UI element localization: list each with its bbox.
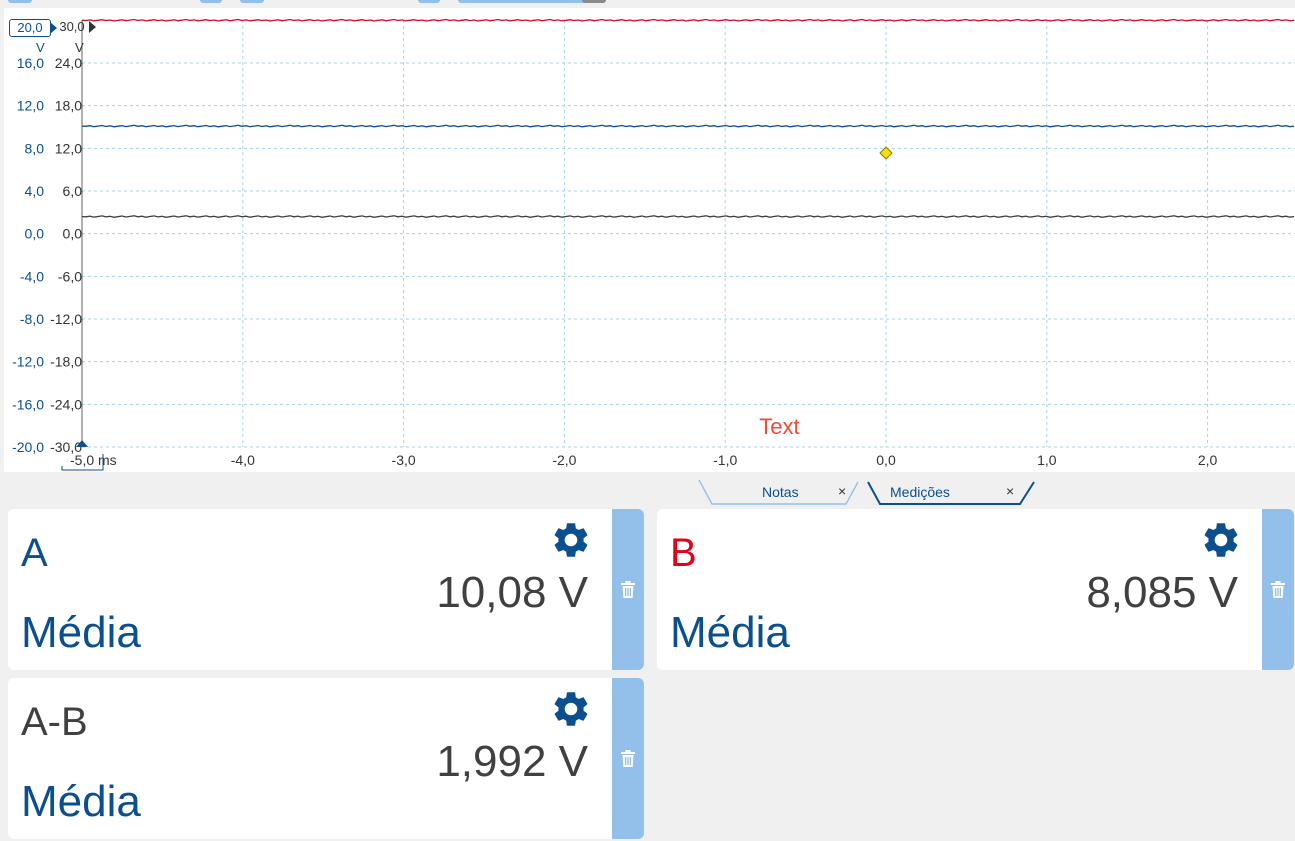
- trash-icon: [621, 581, 635, 598]
- toolbar-fragment[interactable]: [240, 0, 264, 3]
- toolbar-strip: [0, 0, 1295, 8]
- measurement-channel: A: [21, 531, 48, 575]
- channel-b-tick-label: 12,0: [55, 140, 82, 156]
- channel-b-unit: V: [75, 40, 84, 55]
- channel-b-tick-label: 0,0: [63, 226, 83, 242]
- measurement-value: 1,992 V: [436, 737, 588, 786]
- channel-a-tick-label: 12,0: [17, 98, 44, 114]
- channel-b-tick-label: 24,0: [55, 55, 82, 71]
- channel-b-tick-label: 6,0: [63, 183, 83, 199]
- measurement-card[interactable]: B 8,085 V Média: [657, 509, 1294, 670]
- channel-a-tick-label: 8,0: [25, 140, 45, 156]
- time-tick-label: 1,0: [1037, 452, 1057, 468]
- channel-a-tick-label: -16,0: [12, 396, 44, 412]
- bottom-tabs: Notas × Medições ×: [698, 480, 1038, 506]
- channel-a-tick-label: 0,0: [25, 226, 45, 242]
- channel-a-tick-label: -12,0: [12, 354, 44, 370]
- trace-channel-a: [81, 18, 1295, 22]
- delete-button[interactable]: [1262, 509, 1294, 670]
- channel-b-tick-label: -24,0: [50, 396, 82, 412]
- channel-a-unit: V: [36, 40, 45, 55]
- tab-outline: [698, 480, 1035, 505]
- oscilloscope-view[interactable]: 16,0 12,0 8,0 4,0 0,0 -4,0 -8,0 -12,0 -16,0 -20,0…: [4, 8, 1295, 472]
- markers[interactable]: Text: [76, 146, 893, 447]
- gear-icon[interactable]: [550, 519, 592, 561]
- traces: [81, 18, 1295, 218]
- toolbar-fragment[interactable]: [418, 0, 440, 3]
- trigger-marker[interactable]: [879, 146, 893, 160]
- time-ticks: -5,0 ms -4,0 -3,0 -2,0 -1,0 0,0 1,0 2,0: [61, 452, 1218, 471]
- time-tick-label: 2,0: [1198, 452, 1218, 468]
- channel-b-range[interactable]: 30,0: [54, 19, 96, 35]
- channel-b-tick-label: 18,0: [55, 98, 82, 114]
- toolbar-fragment[interactable]: [582, 0, 606, 3]
- annotation-text[interactable]: Text: [759, 414, 799, 439]
- play-right-icon: [50, 22, 57, 34]
- time-tick-label: -2,0: [552, 452, 576, 468]
- measurement-channel: A-B: [21, 700, 88, 744]
- channel-a-ticks: 16,0 12,0 8,0 4,0 0,0 -4,0 -8,0 -12,0 -16,0 -20,0: [12, 55, 44, 455]
- tab-label: Medições: [890, 484, 950, 500]
- measurement-statistic: Média: [21, 777, 141, 826]
- channel-a-range-label: 20,0: [17, 20, 43, 35]
- channel-a-offset-handle[interactable]: [76, 440, 88, 447]
- close-icon[interactable]: ×: [838, 483, 847, 499]
- delete-button[interactable]: [612, 509, 644, 670]
- measurement-value: 8,085 V: [1086, 568, 1238, 617]
- channel-b-range-label: 30,0: [59, 19, 85, 34]
- toolbar-fragment[interactable]: [200, 0, 222, 3]
- channel-b-tick-label: -18,0: [50, 354, 82, 370]
- tab-notas[interactable]: Notas ×: [698, 480, 858, 504]
- measurement-statistic: Média: [670, 608, 790, 657]
- toolbar-fragment[interactable]: [458, 0, 606, 3]
- toolbar-fragment[interactable]: [8, 0, 32, 3]
- time-tick-label: -3,0: [392, 452, 416, 468]
- scope-graph[interactable]: 16,0 12,0 8,0 4,0 0,0 -4,0 -8,0 -12,0 -16,0 -20,0…: [4, 8, 1295, 472]
- measurement-card[interactable]: A-B 1,992 V Média: [8, 678, 644, 839]
- gear-icon[interactable]: [550, 688, 592, 730]
- time-tick-label: -5,0 ms: [70, 452, 117, 468]
- time-tick-label: -1,0: [713, 452, 737, 468]
- close-icon[interactable]: ×: [1006, 483, 1015, 499]
- trace-channel-b: [81, 215, 1295, 218]
- channel-b-tick-label: -12,0: [50, 311, 82, 327]
- channel-a-tick-label: -20,0: [12, 439, 44, 455]
- channel-b-ticks: 24,0 18,0 12,0 6,0 0,0 -6,0 -12,0 -18,0 -24,0 -30…: [50, 55, 82, 455]
- trash-icon: [1271, 581, 1285, 598]
- measurement-value: 10,08 V: [436, 568, 588, 617]
- measurement-channel: B: [670, 531, 697, 575]
- measurement-statistic: Média: [21, 608, 141, 657]
- channel-a-tick-label: 4,0: [25, 183, 45, 199]
- channel-a-tick-label: -4,0: [20, 268, 44, 284]
- delete-button[interactable]: [612, 678, 644, 839]
- grid: [81, 19, 1295, 448]
- channel-b-tick-label: -6,0: [58, 268, 82, 284]
- time-ruler-handle: [61, 454, 104, 471]
- channel-a-tick-label: -8,0: [20, 311, 44, 327]
- channel-a-tick-label: 16,0: [17, 55, 44, 71]
- play-right-icon: [89, 21, 96, 33]
- measurement-card[interactable]: A 10,08 V Média: [8, 509, 644, 670]
- trace-channel-a: [81, 124, 1295, 128]
- gear-icon[interactable]: [1200, 519, 1242, 561]
- channel-a-range[interactable]: 20,0: [9, 19, 57, 37]
- time-tick-label: 0,0: [876, 452, 896, 468]
- time-tick-label: -4,0: [231, 452, 255, 468]
- tab-medicoes[interactable]: Medições ×: [868, 480, 1034, 504]
- channel-b-tick-label: -30,0: [50, 439, 82, 455]
- tab-label: Notas: [762, 484, 799, 500]
- trash-icon: [621, 750, 635, 767]
